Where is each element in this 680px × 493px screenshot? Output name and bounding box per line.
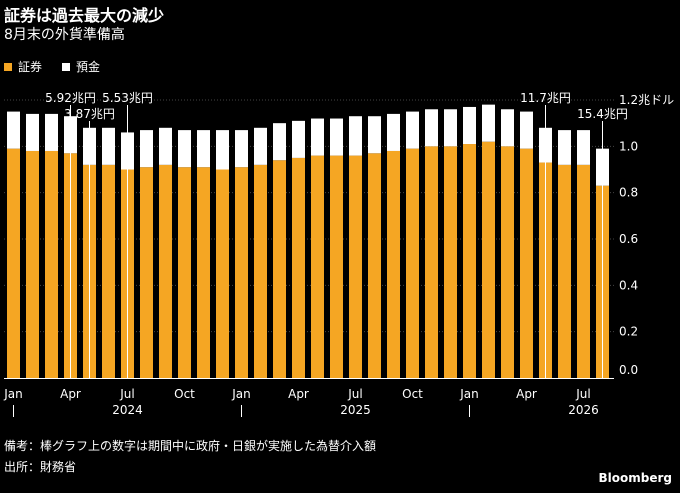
bar-securities xyxy=(197,167,210,378)
x-tick-label: Jul xyxy=(347,387,362,401)
legend-item-securities: 証券 xyxy=(4,58,42,75)
bar-securities xyxy=(159,164,172,378)
x-tick-label: Oct xyxy=(174,387,195,401)
annotation-label: 3.87兆円 xyxy=(64,107,115,121)
bar-deposits xyxy=(216,130,229,170)
y-tick-label: 0.4 xyxy=(619,278,638,292)
x-tick-label: Oct xyxy=(402,387,423,401)
legend-swatch-securities xyxy=(4,62,12,71)
bar-deposits xyxy=(7,111,20,149)
legend-label-securities: 証券 xyxy=(18,60,43,74)
bar-securities xyxy=(406,148,419,378)
bar-deposits xyxy=(406,111,419,149)
bar-deposits xyxy=(140,130,153,168)
y-tick-label: 0.8 xyxy=(619,186,638,200)
year-label: 2026 xyxy=(568,403,599,417)
x-tick-label: Jan xyxy=(231,387,251,401)
y-tick-label: 1.0 xyxy=(619,139,638,153)
bar-securities xyxy=(254,164,267,378)
year-label: 2024 xyxy=(112,403,143,417)
bar-deposits xyxy=(387,113,400,151)
bar-securities xyxy=(140,167,153,378)
bar-deposits xyxy=(349,116,362,156)
annotation-label: 11.7兆円 xyxy=(520,91,571,105)
footer-source: 出所：財務省 xyxy=(4,460,77,474)
bar-securities xyxy=(444,146,457,378)
bar-securities xyxy=(425,146,438,378)
bar-deposits xyxy=(520,111,533,149)
x-tick-label: Apr xyxy=(60,387,81,401)
bar-securities xyxy=(330,155,343,378)
bar-securities xyxy=(577,164,590,378)
y-tick-label: 0.0 xyxy=(619,363,638,377)
footer-note: 備考：棒グラフ上の数字は期間中に政府・日銀が実施した為替介入額 xyxy=(4,439,377,453)
legend-swatch-deposits xyxy=(62,62,71,71)
bar-securities xyxy=(26,150,39,378)
bar-securities xyxy=(520,148,533,378)
bar-deposits xyxy=(45,113,58,151)
y-tick-label: 1.2兆ドル xyxy=(619,93,674,107)
legend-item-deposits: 預金 xyxy=(62,58,100,75)
bar-securities xyxy=(45,150,58,378)
chart-subtitle: 8月末の外貨準備高 xyxy=(4,27,125,43)
bar-deposits xyxy=(159,127,172,165)
bar-deposits xyxy=(577,130,590,165)
bar-deposits xyxy=(558,130,571,165)
year-label: 2025 xyxy=(340,403,371,417)
bar-securities xyxy=(558,164,571,378)
chart-legend: 証券 預金 xyxy=(4,58,100,75)
annotation-label: 5.92兆円 xyxy=(45,91,96,105)
annotation-label: 5.53兆円 xyxy=(102,91,153,105)
x-tick-label: Apr xyxy=(288,387,309,401)
bar-securities xyxy=(7,148,20,378)
bar-securities xyxy=(482,141,495,378)
bar-securities xyxy=(235,167,248,378)
legend-label-deposits: 預金 xyxy=(76,60,101,74)
x-tick-label: Jan xyxy=(3,387,23,401)
bar-deposits xyxy=(311,118,324,156)
bar-deposits xyxy=(197,130,210,168)
y-tick-label: 0.2 xyxy=(619,325,638,339)
bar-deposits xyxy=(254,127,267,165)
bar-securities xyxy=(311,155,324,378)
bar-deposits xyxy=(368,116,381,154)
bar-deposits xyxy=(444,109,457,147)
bar-securities xyxy=(368,153,381,378)
bar-deposits xyxy=(463,106,476,145)
bloomberg-logo: Bloomberg xyxy=(598,471,673,485)
x-tick-label: Jul xyxy=(119,387,134,401)
bar-deposits xyxy=(292,120,305,158)
bar-deposits xyxy=(102,127,115,165)
bar-securities xyxy=(273,160,286,378)
bar-securities xyxy=(387,150,400,378)
x-tick-label: Jul xyxy=(575,387,590,401)
bar-deposits xyxy=(482,104,495,142)
bar-deposits xyxy=(178,130,191,168)
bar-deposits xyxy=(273,123,286,161)
chart-title: 証券は過去最大の減少 xyxy=(4,6,165,25)
bar-deposits xyxy=(501,109,514,147)
bar-deposits xyxy=(330,118,343,156)
bar-deposits xyxy=(425,109,438,147)
annotation-label: 15.4兆円 xyxy=(577,107,628,121)
bar-securities xyxy=(178,167,191,378)
bar-securities xyxy=(501,146,514,378)
bar-securities xyxy=(463,144,476,378)
bar-securities xyxy=(216,169,229,378)
bar-deposits xyxy=(235,130,248,168)
bar-securities xyxy=(349,155,362,378)
y-tick-label: 0.6 xyxy=(619,232,638,246)
bar-securities xyxy=(292,157,305,378)
bar-deposits xyxy=(26,113,39,151)
bar-securities xyxy=(102,164,115,378)
x-tick-label: Apr xyxy=(516,387,537,401)
x-tick-label: Jan xyxy=(459,387,479,401)
